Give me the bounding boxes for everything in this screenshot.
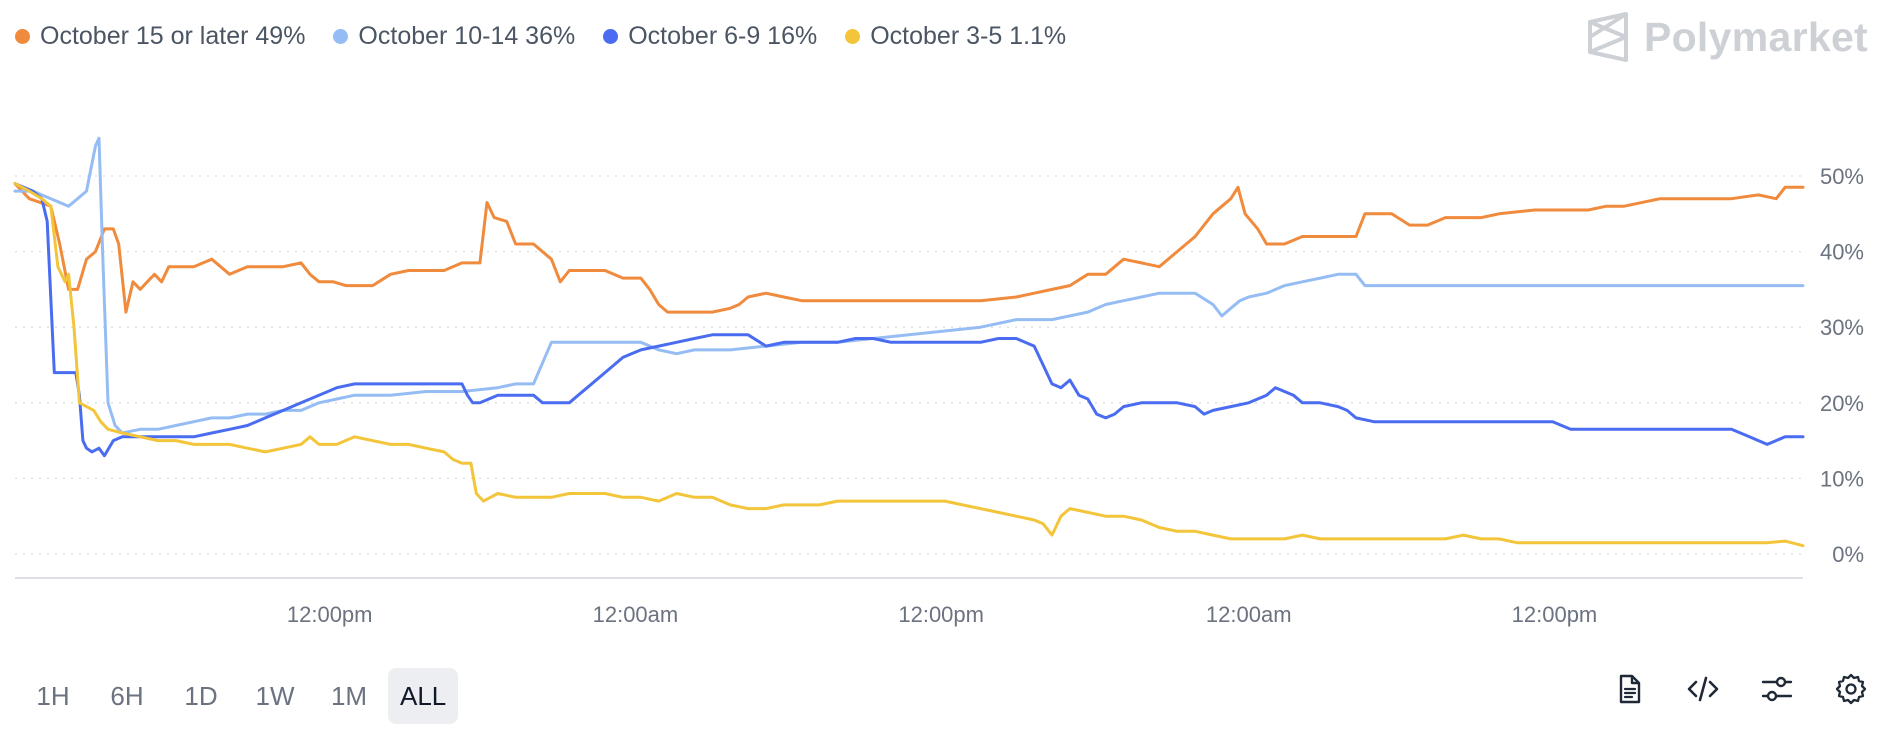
range-button-1h[interactable]: 1H: [36, 680, 70, 711]
y-tick-label: 0%: [1832, 542, 1864, 567]
range-button-1w[interactable]: 1W: [255, 680, 295, 711]
y-tick-label: 10%: [1820, 466, 1864, 491]
embed-button[interactable]: [1686, 672, 1720, 706]
chart-toolbar: [1612, 672, 1868, 706]
legend-label: October 10-14 36%: [358, 22, 576, 50]
legend-item[interactable]: October 10-14 36%: [333, 22, 575, 51]
document-button[interactable]: [1612, 672, 1646, 706]
time-range-selector: 1H 6H 1D 1W 1M ALL: [18, 668, 459, 724]
x-tick-label: 12:00am: [593, 602, 679, 627]
x-axis: 12:00pm 12:00am 12:00pm 12:00am 12:00pm: [15, 577, 1803, 627]
chart-legend: October 15 or later 49% October 10-14 36…: [15, 22, 1066, 51]
settings-button[interactable]: [1834, 672, 1868, 706]
gear-icon: [1835, 673, 1867, 705]
legend-label: October 3-5 1.1%: [870, 22, 1067, 50]
x-tick-label: 12:00pm: [898, 602, 984, 627]
legend-dot: [603, 29, 619, 44]
range-button-1m[interactable]: 1M: [330, 680, 368, 711]
x-tick-label: 12:00pm: [1512, 602, 1598, 627]
chart-settings-sliders-button[interactable]: [1760, 672, 1794, 706]
y-axis: 0% 10% 20% 30% 40% 50%: [1820, 164, 1864, 567]
line-chart: 0%10%20%30%40%50% 12:00pm 12:00am 12:00pm 1…: [13, 136, 1864, 627]
polymarket-brand[interactable]: Polymarket: [1586, 12, 1868, 62]
x-tick-label: 12:00pm: [287, 602, 373, 627]
legend-item[interactable]: October 3-5 1.1%: [845, 22, 1066, 51]
grid: [15, 175, 1803, 555]
legend-dot: [15, 29, 30, 44]
polymarket-logo-icon: [1587, 12, 1628, 62]
range-button-1d[interactable]: 1D: [184, 680, 218, 711]
x-tick-label: 12:00am: [1206, 602, 1292, 627]
legend-item[interactable]: October 6-9 16%: [603, 22, 817, 51]
y-tick-label: 30%: [1820, 315, 1864, 340]
legend-dot: [333, 29, 349, 44]
legend-label: October 6-9 16%: [628, 22, 818, 50]
series-line[interactable]: [13, 182, 1805, 548]
series-lines: [13, 136, 1805, 548]
series-line[interactable]: [13, 182, 1805, 314]
range-button-all[interactable]: ALL: [388, 668, 459, 724]
brand-name: Polymarket: [1643, 13, 1868, 60]
series-line[interactable]: [13, 182, 1805, 458]
document-icon: [1619, 674, 1641, 704]
embed-code-icon: [1687, 676, 1719, 702]
y-tick-label: 40%: [1820, 240, 1864, 265]
sliders-icon: [1761, 676, 1793, 702]
legend-dot: [845, 29, 861, 44]
y-tick-label: 50%: [1820, 164, 1864, 189]
legend-item[interactable]: October 15 or later 49%: [15, 22, 305, 51]
series-line[interactable]: [13, 136, 1805, 435]
legend-label: October 15 or later 49%: [40, 22, 306, 50]
y-tick-label: 20%: [1820, 391, 1864, 416]
range-button-6h[interactable]: 6H: [110, 680, 144, 711]
